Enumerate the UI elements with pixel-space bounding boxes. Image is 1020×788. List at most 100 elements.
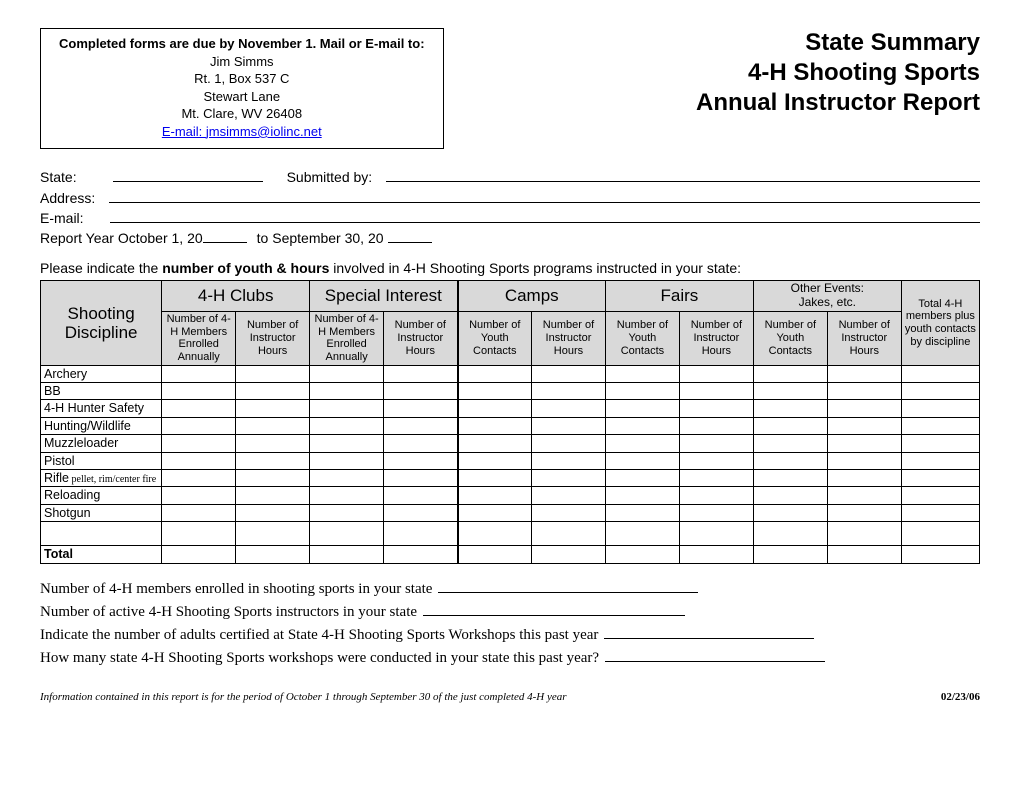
cell[interactable] [901, 400, 979, 417]
cell[interactable] [679, 504, 753, 521]
cell[interactable] [162, 469, 236, 487]
cell[interactable] [310, 365, 384, 382]
cell[interactable] [605, 469, 679, 487]
cell[interactable] [236, 504, 310, 521]
cell[interactable] [605, 522, 679, 546]
cell[interactable] [310, 383, 384, 400]
cell[interactable] [901, 365, 979, 382]
cell[interactable] [384, 365, 458, 382]
cell[interactable] [679, 469, 753, 487]
cell[interactable] [531, 452, 605, 469]
cell[interactable] [753, 435, 827, 452]
cell[interactable] [827, 504, 901, 521]
cell[interactable] [310, 522, 384, 546]
cell[interactable] [753, 522, 827, 546]
cell[interactable] [236, 469, 310, 487]
cell[interactable] [384, 417, 458, 434]
cell[interactable] [605, 487, 679, 504]
cell[interactable] [236, 487, 310, 504]
cell[interactable] [458, 400, 532, 417]
cell[interactable] [458, 469, 532, 487]
q2-input[interactable] [423, 601, 685, 616]
cell[interactable] [753, 504, 827, 521]
cell[interactable] [753, 417, 827, 434]
cell[interactable] [531, 383, 605, 400]
cell[interactable] [162, 452, 236, 469]
cell[interactable] [384, 487, 458, 504]
cell[interactable] [605, 435, 679, 452]
cell[interactable] [679, 522, 753, 546]
cell[interactable] [901, 522, 979, 546]
cell[interactable] [531, 546, 605, 563]
cell[interactable] [753, 487, 827, 504]
cell[interactable] [384, 400, 458, 417]
cell[interactable] [384, 435, 458, 452]
cell[interactable] [531, 400, 605, 417]
cell[interactable] [458, 365, 532, 382]
cell[interactable] [679, 417, 753, 434]
cell[interactable] [458, 504, 532, 521]
cell[interactable] [236, 546, 310, 563]
q3-input[interactable] [604, 624, 814, 639]
cell[interactable] [901, 504, 979, 521]
cell[interactable] [384, 504, 458, 521]
cell[interactable] [531, 504, 605, 521]
cell[interactable] [458, 417, 532, 434]
cell[interactable] [236, 452, 310, 469]
cell[interactable] [458, 435, 532, 452]
cell[interactable] [384, 522, 458, 546]
cell[interactable] [827, 383, 901, 400]
cell[interactable] [827, 417, 901, 434]
cell[interactable] [310, 546, 384, 563]
cell[interactable] [310, 469, 384, 487]
cell[interactable] [753, 452, 827, 469]
cell[interactable] [679, 383, 753, 400]
cell[interactable] [679, 487, 753, 504]
cell[interactable] [901, 487, 979, 504]
cell[interactable] [901, 417, 979, 434]
cell[interactable] [162, 400, 236, 417]
cell[interactable] [310, 504, 384, 521]
cell[interactable] [827, 469, 901, 487]
cell[interactable] [901, 546, 979, 563]
cell[interactable] [310, 435, 384, 452]
cell[interactable] [605, 546, 679, 563]
input-address[interactable] [109, 189, 980, 203]
cell[interactable] [605, 504, 679, 521]
cell[interactable] [458, 383, 532, 400]
cell[interactable] [384, 546, 458, 563]
cell[interactable] [236, 400, 310, 417]
cell[interactable] [901, 469, 979, 487]
cell[interactable] [605, 365, 679, 382]
cell[interactable] [753, 546, 827, 563]
cell[interactable] [236, 383, 310, 400]
cell[interactable] [827, 365, 901, 382]
cell[interactable] [679, 365, 753, 382]
cell[interactable] [384, 383, 458, 400]
cell[interactable] [901, 383, 979, 400]
cell[interactable] [531, 487, 605, 504]
input-state[interactable] [113, 168, 263, 182]
cell[interactable] [605, 400, 679, 417]
cell[interactable] [901, 435, 979, 452]
cell[interactable] [310, 487, 384, 504]
cell[interactable] [605, 383, 679, 400]
cell[interactable] [679, 400, 753, 417]
cell[interactable] [753, 400, 827, 417]
cell[interactable] [236, 417, 310, 434]
cell[interactable] [605, 452, 679, 469]
cell[interactable] [162, 522, 236, 546]
cell[interactable] [162, 365, 236, 382]
cell[interactable] [236, 522, 310, 546]
cell[interactable] [827, 487, 901, 504]
cell[interactable] [162, 383, 236, 400]
cell[interactable] [162, 546, 236, 563]
cell[interactable] [458, 546, 532, 563]
cell[interactable] [236, 435, 310, 452]
cell[interactable] [458, 487, 532, 504]
q4-input[interactable] [605, 647, 825, 662]
cell[interactable] [827, 435, 901, 452]
input-email[interactable] [110, 209, 980, 223]
cell[interactable] [458, 452, 532, 469]
cell[interactable] [753, 365, 827, 382]
